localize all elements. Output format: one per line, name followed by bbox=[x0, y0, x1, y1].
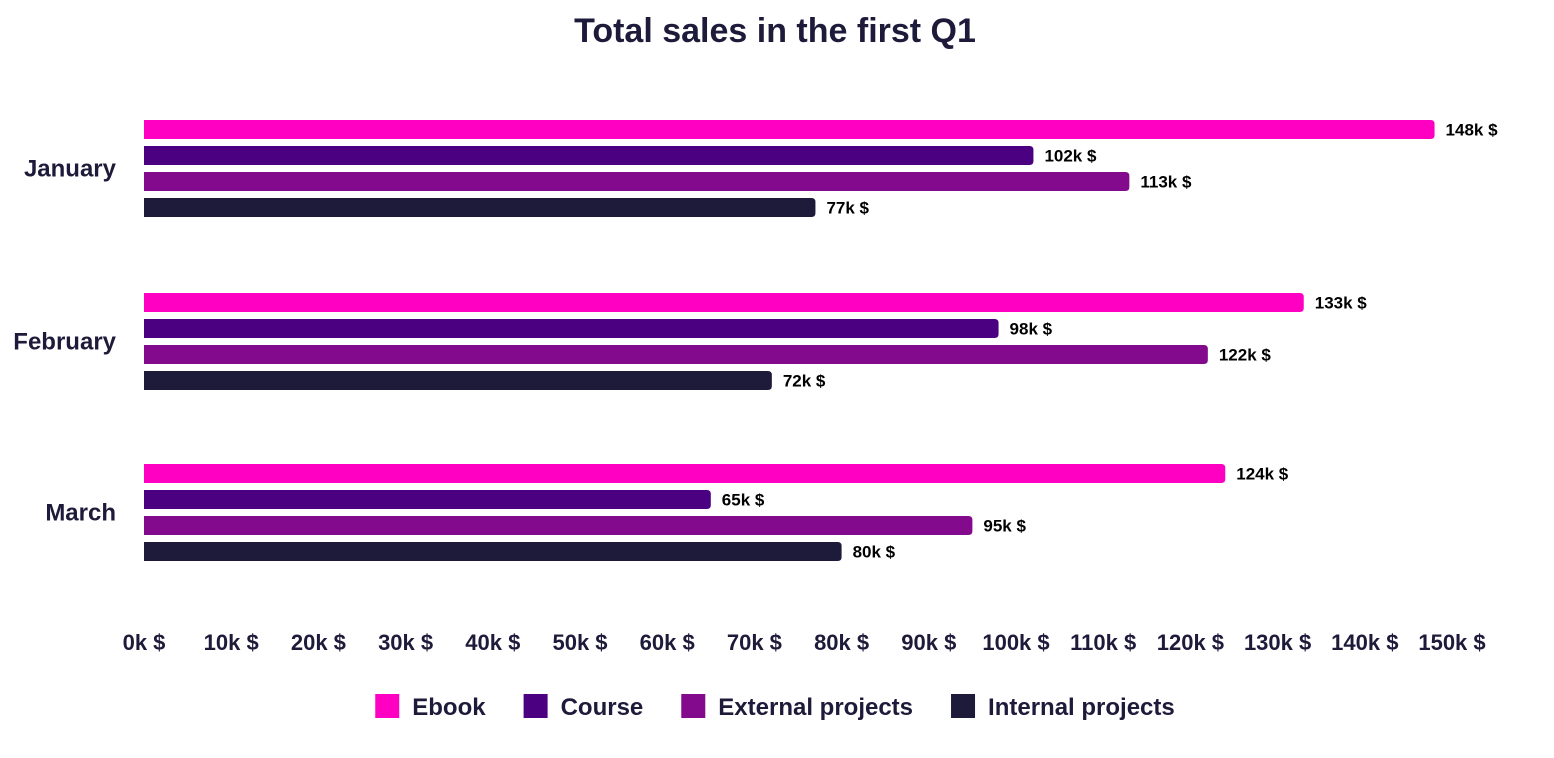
chart-title: Total sales in the first Q1 bbox=[574, 12, 976, 50]
bar-group-march-external-projects: 95k $ bbox=[144, 516, 1026, 536]
legend-label: Internal projects bbox=[988, 694, 1175, 721]
bar[interactable] bbox=[144, 516, 973, 535]
x-tick-label: 10k $ bbox=[204, 630, 259, 655]
x-tick-label: 50k $ bbox=[552, 630, 607, 655]
bars-layer: 148k $ 102k $ 113k $ 77k $ 133k $ 98k $ 122k $… bbox=[144, 120, 1498, 562]
data-label: 95k $ bbox=[983, 517, 1026, 536]
x-tick-label: 0k $ bbox=[123, 630, 166, 655]
data-label: 65k $ bbox=[722, 491, 765, 510]
data-label: 98k $ bbox=[1010, 320, 1053, 339]
x-tick-label: 40k $ bbox=[465, 630, 520, 655]
x-tick-label: 90k $ bbox=[901, 630, 956, 655]
legend-swatch bbox=[523, 694, 548, 718]
x-tick-label: 150k $ bbox=[1418, 630, 1485, 655]
x-tick-label: 30k $ bbox=[378, 630, 433, 655]
legend-item-external-projects[interactable]: External projects bbox=[681, 694, 913, 721]
bar-group-february-ebook: 133k $ bbox=[144, 293, 1367, 313]
x-tick-label: 110k $ bbox=[1070, 630, 1136, 655]
x-tick-label: 80k $ bbox=[814, 630, 869, 655]
legend-label: Course bbox=[561, 694, 644, 721]
data-label: 122k $ bbox=[1219, 346, 1272, 365]
data-label: 77k $ bbox=[826, 199, 869, 218]
x-tick-label: 20k $ bbox=[291, 630, 346, 655]
data-label: 72k $ bbox=[783, 372, 826, 391]
x-tick-label: 130k $ bbox=[1244, 630, 1311, 655]
bar[interactable] bbox=[144, 464, 1226, 483]
x-tick-label: 60k $ bbox=[640, 630, 695, 655]
category-label-march: March bbox=[45, 500, 116, 527]
legend: Ebook Course External projects Internal pro… bbox=[375, 694, 1175, 721]
category-label-february: February bbox=[13, 329, 116, 356]
bar[interactable] bbox=[144, 542, 842, 561]
x-tick-label: 100k $ bbox=[982, 630, 1049, 655]
bar[interactable] bbox=[144, 146, 1034, 165]
bar-group-january-internal-projects: 77k $ bbox=[144, 198, 870, 218]
legend-swatch bbox=[375, 694, 400, 718]
category-labels: January February March bbox=[13, 156, 116, 527]
bar[interactable] bbox=[144, 293, 1304, 312]
data-label: 102k $ bbox=[1044, 147, 1097, 166]
bar-group-march-course: 65k $ bbox=[144, 490, 765, 510]
bar[interactable] bbox=[144, 198, 816, 217]
bar[interactable] bbox=[144, 490, 711, 509]
bar-group-january-course: 102k $ bbox=[144, 146, 1097, 166]
x-tick-label: 140k $ bbox=[1331, 630, 1398, 655]
legend-item-internal-projects[interactable]: Internal projects bbox=[951, 694, 1175, 721]
data-label: 80k $ bbox=[853, 543, 896, 562]
legend-item-course[interactable]: Course bbox=[523, 694, 644, 721]
data-label: 124k $ bbox=[1236, 465, 1289, 484]
bar[interactable] bbox=[144, 319, 999, 338]
data-label: 113k $ bbox=[1140, 173, 1192, 192]
x-tick-label: 120k $ bbox=[1157, 630, 1224, 655]
legend-swatch bbox=[681, 694, 706, 718]
bar-group-march-ebook: 124k $ bbox=[144, 464, 1289, 484]
legend-swatch bbox=[951, 694, 976, 718]
data-label: 148k $ bbox=[1446, 121, 1499, 140]
data-label: 133k $ bbox=[1315, 294, 1368, 313]
bar[interactable] bbox=[144, 371, 772, 390]
bar-group-february-internal-projects: 72k $ bbox=[144, 371, 826, 391]
bar-group-january-ebook: 148k $ bbox=[144, 120, 1498, 140]
legend-item-ebook[interactable]: Ebook bbox=[375, 694, 486, 721]
bar-group-january-external-projects: 113k $ bbox=[144, 172, 1192, 192]
x-tick-label: 70k $ bbox=[727, 630, 782, 655]
x-axis: 0k $ 10k $ 20k $ 30k $ 40k $ 50k $ 60k $ 70k $ 8… bbox=[123, 630, 1486, 655]
bar-group-march-internal-projects: 80k $ bbox=[144, 542, 896, 562]
category-label-january: January bbox=[24, 156, 117, 183]
bar[interactable] bbox=[144, 120, 1435, 139]
bar[interactable] bbox=[144, 172, 1130, 191]
bar-group-february-external-projects: 122k $ bbox=[144, 345, 1271, 365]
legend-label: Ebook bbox=[412, 694, 486, 721]
bar-group-february-course: 98k $ bbox=[144, 319, 1053, 339]
bar[interactable] bbox=[144, 345, 1208, 364]
legend-label: External projects bbox=[718, 694, 913, 721]
